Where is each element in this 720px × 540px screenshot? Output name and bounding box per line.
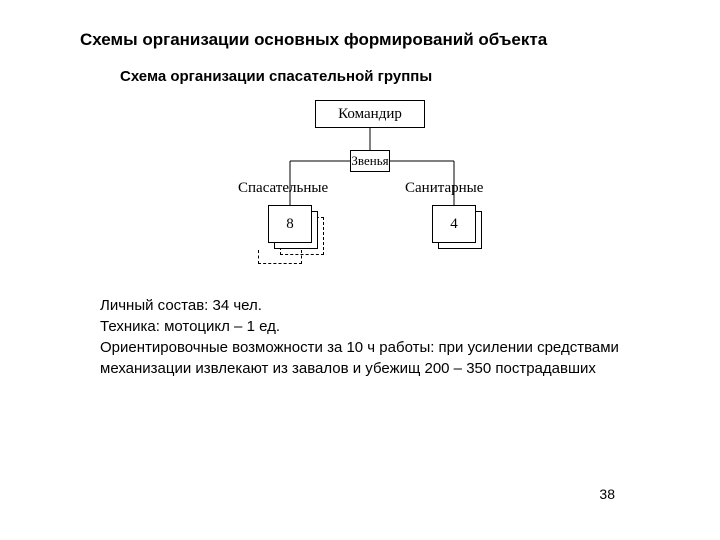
description-block: Личный состав: 34 чел. Техника: мотоцикл… — [100, 295, 640, 379]
subtitle: Схема организации спасательной группы — [120, 68, 640, 85]
org-chart: Командир Звенья Спасательные Санитарные … — [210, 100, 540, 285]
commander-node: Командир — [315, 100, 425, 128]
right-branch-label: Санитарные — [405, 180, 483, 197]
right-value-stack: 4 — [432, 205, 476, 243]
left-branch-label: Спасательные — [238, 180, 328, 197]
left-value-node: 8 — [268, 205, 312, 243]
links-node: Звенья — [350, 150, 390, 172]
left-value-stack: 8 — [268, 205, 312, 243]
page-title: Схемы организации основных формирований … — [80, 30, 640, 50]
right-value-node: 4 — [432, 205, 476, 243]
desc-line-3: Ориентировочные возможности за 10 ч рабо… — [100, 337, 640, 379]
page-number: 38 — [599, 486, 615, 502]
dashed-extra — [258, 250, 302, 264]
desc-line-1: Личный состав: 34 чел. — [100, 295, 640, 316]
desc-line-2: Техника: мотоцикл – 1 ед. — [100, 316, 640, 337]
